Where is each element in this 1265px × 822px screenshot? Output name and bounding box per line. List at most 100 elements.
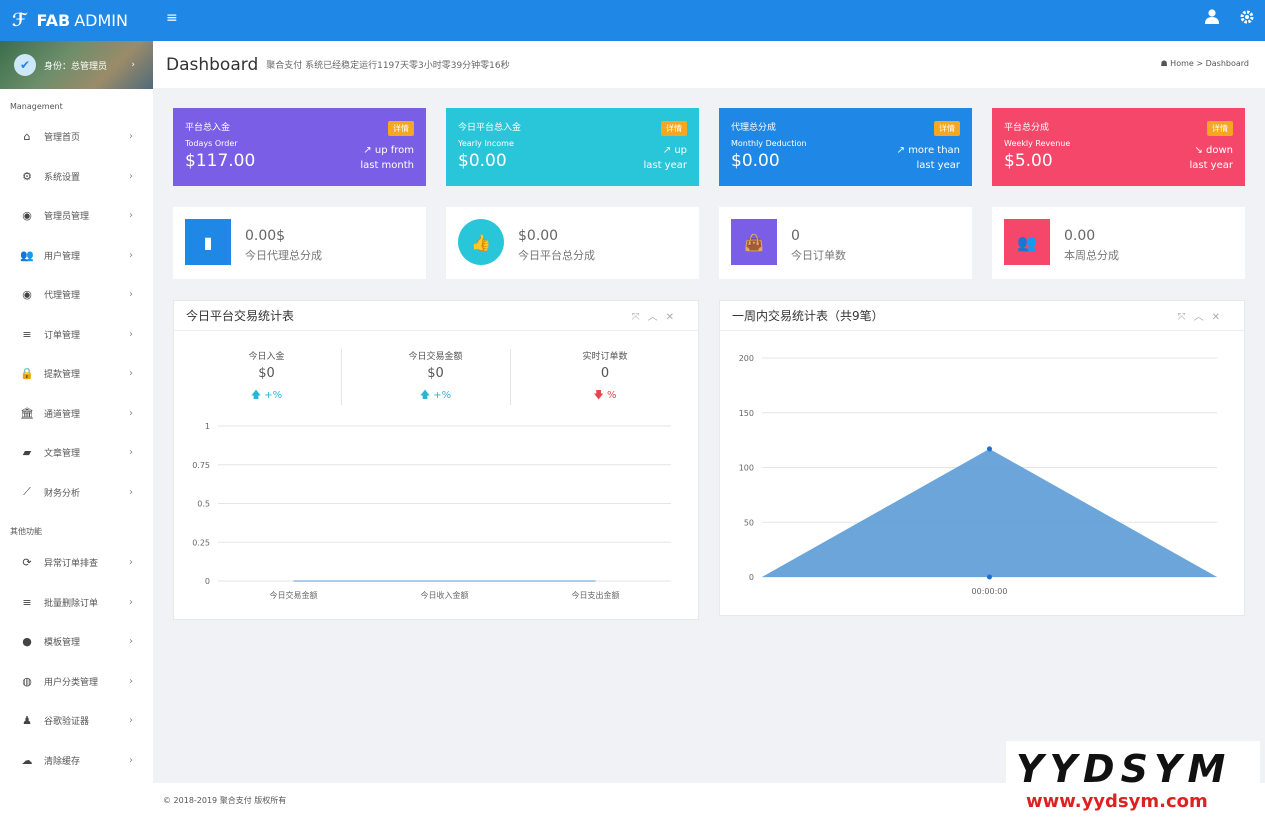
sidebar-item-label: 通道管理 <box>44 409 81 420</box>
expand-icon[interactable]: ⤧ <box>1177 312 1194 323</box>
breadcrumb-home[interactable]: Home <box>1170 59 1194 68</box>
today-line-chart: 0 0.25 0.5 0.75 1 今日交易金额 今日收入金额 今日支出金额 <box>192 422 671 600</box>
watermark-title: YYDSYM <box>1016 747 1232 791</box>
profile-label: 身份：总管理员 <box>44 61 108 72</box>
y-tick-label: 0.25 <box>192 538 210 547</box>
breadcrumb: ☗ Home > Dashboard <box>1160 59 1249 68</box>
home-icon: ⌂ <box>23 130 31 144</box>
close-icon[interactable]: ✕ <box>665 312 682 323</box>
stat-trend: ↘ down last year <box>1189 143 1233 173</box>
hamburger-icon[interactable]: ≡ <box>166 10 178 26</box>
details-button[interactable]: 详情 <box>388 121 414 136</box>
trend-line2: last year <box>916 160 960 171</box>
watermark: YYDSYM www.yydsym.com <box>1006 741 1260 814</box>
page-title: Dashboard <box>166 54 259 75</box>
data-point <box>987 574 992 580</box>
trend-line1: up from <box>374 145 414 156</box>
sidebar-item-label: 财务分析 <box>44 488 81 499</box>
sidebar-item-label: 文章管理 <box>44 449 81 460</box>
series-area <box>762 448 1217 577</box>
y-tick-label: 200 <box>739 354 754 363</box>
brand-logo[interactable]: ℱ FAB ADMIN <box>0 0 153 41</box>
collapse-icon[interactable]: ︿ <box>647 312 666 323</box>
arrow-down-icon: 🡇 <box>593 390 607 401</box>
sidebar-item[interactable]: ≡ 订单管理 › <box>0 315 153 355</box>
sidebar-item[interactable]: ⌂ 管理首页 › <box>0 117 153 157</box>
gear-icon[interactable] <box>1240 9 1254 28</box>
stat-title: 今日平台总入金 <box>458 123 522 133</box>
x-tick-label: 今日支出金额 <box>572 590 620 600</box>
details-button[interactable]: 详情 <box>661 121 687 136</box>
data-point <box>987 446 992 452</box>
sidebar-item-label: 用户分类管理 <box>44 677 99 688</box>
apple-icon: ● <box>22 635 32 649</box>
lock-icon: 🔒 <box>20 367 34 381</box>
book-icon: ▰ <box>22 446 32 460</box>
sidebar-item[interactable]: ♟ 谷歌验证器 › <box>0 701 153 741</box>
bank-icon: 🏛 <box>20 406 34 420</box>
sidebar-item[interactable]: ◉ 代理管理 › <box>0 275 153 315</box>
y-tick-label: 0.5 <box>197 500 210 509</box>
kpi-block: 今日交易金额 $0 🡅 +% <box>361 349 511 405</box>
watermark-url: www.yydsym.com <box>1026 791 1208 812</box>
summary-card: 👍 $0.00 今日平台总分成 <box>446 207 699 279</box>
sidebar-item[interactable]: ≡ 批量删除订单 › <box>0 583 153 623</box>
kpi-value: $0 <box>427 366 444 381</box>
summary-value: 0.00 <box>1064 228 1096 244</box>
sidebar-item[interactable]: 👥 用户管理 › <box>0 236 153 276</box>
sidebar-item[interactable]: ● 模板管理 › <box>0 622 153 662</box>
sidebar-item-label: 异常订单排查 <box>44 559 99 570</box>
kpi-value: 0 <box>600 366 610 381</box>
trend-arrow-icon: ↗ <box>662 145 675 156</box>
trend-line2: last year <box>643 160 687 171</box>
sidebar-item[interactable]: 🔒 提款管理 › <box>0 354 153 394</box>
stat-title: 平台总入金 <box>185 123 231 133</box>
chevron-right-icon: › <box>129 675 133 687</box>
kpi-change-text: +% <box>264 390 283 401</box>
sidebar-item[interactable]: ☁ 清除缓存 › <box>0 741 153 781</box>
y-tick-label: 0.75 <box>192 461 210 470</box>
y-tick-label: 1 <box>205 422 210 431</box>
weekly-area-chart: 0 50 100 150 200 00:00:00 <box>739 354 1217 596</box>
stat-card: 平台总入金 Todays Order $117.00 详情 ↗ up from last … <box>173 108 426 186</box>
sidebar-section-title: 其他功能 <box>10 527 42 536</box>
stat-card: 今日平台总入金 Yearly Income $0.00 详情 ↗ up last year <box>446 108 699 186</box>
panel-title: 一周内交易统计表（共9笔） <box>720 301 1244 331</box>
trend-line1: more than <box>908 145 960 156</box>
details-button[interactable]: 详情 <box>934 121 960 136</box>
trend-arrow-icon: ↗ <box>896 145 909 156</box>
user-circle-icon: ◉ <box>22 288 32 302</box>
chevron-right-icon: › <box>129 715 133 727</box>
top-navbar: ℱ FAB ADMIN ≡ <box>0 0 1265 41</box>
chevron-right-icon: › <box>129 557 133 569</box>
chevron-right-icon: › <box>129 210 133 222</box>
list-icon: ≡ <box>22 327 32 341</box>
y-tick-label: 0 <box>205 577 210 586</box>
sidebar-item[interactable]: ▰ 文章管理 › <box>0 433 153 473</box>
trend-line2: last month <box>360 160 414 171</box>
line-chart-icon: ⟋ <box>23 485 31 499</box>
collapse-icon[interactable]: ︿ <box>1193 312 1212 323</box>
close-icon[interactable]: ✕ <box>1211 312 1228 323</box>
y-tick-label: 100 <box>739 464 754 473</box>
details-button[interactable]: 详情 <box>1207 121 1233 136</box>
chevron-right-icon: › <box>129 328 133 340</box>
home-icon: ☗ <box>1160 59 1168 68</box>
sidebar-item[interactable]: ⟳ 异常订单排查 › <box>0 543 153 583</box>
sidebar-item[interactable]: 🏛 通道管理 › <box>0 394 153 434</box>
wechat-icon: ◍ <box>22 674 32 688</box>
sidebar-item[interactable]: ◍ 用户分类管理 › <box>0 662 153 702</box>
arrow-up-icon: 🡅 <box>250 390 265 401</box>
page-header: Dashboard 聚合支付 系统已经稳定运行1197天零3小时零39分钟零16… <box>153 41 1265 88</box>
trend-arrow-icon: ↗ <box>363 145 375 156</box>
expand-icon[interactable]: ⤧ <box>631 312 648 323</box>
kpi-change-text: % <box>606 390 617 401</box>
sidebar-item[interactable]: ⚙ 系统设置 › <box>0 157 153 197</box>
trend-line2: last year <box>1189 160 1233 171</box>
summary-card: ▮ 0.00$ 今日代理总分成 <box>173 207 426 279</box>
sidebar-item[interactable]: ◉ 管理员管理 › <box>0 196 153 236</box>
user-icon[interactable] <box>1205 9 1219 28</box>
chevron-right-icon: › <box>129 289 133 301</box>
sidebar-item[interactable]: ⟋ 财务分析 › <box>0 473 153 513</box>
profile-card[interactable]: ✔ 身份：总管理员 › <box>0 41 153 89</box>
